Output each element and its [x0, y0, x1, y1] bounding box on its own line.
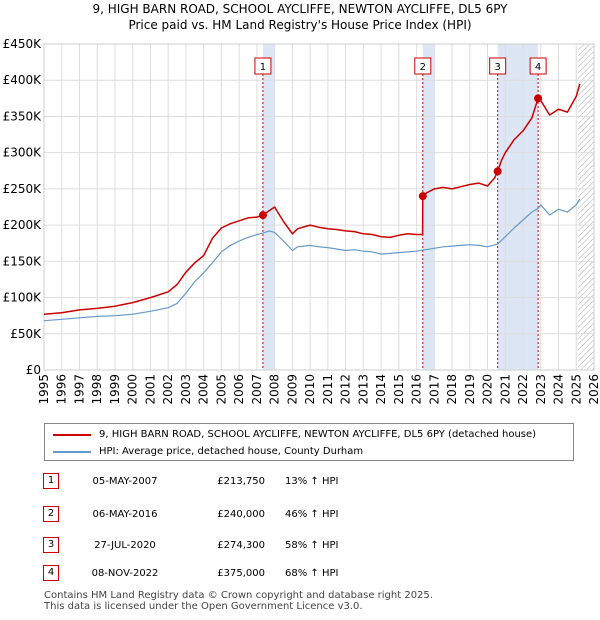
sale-hpi-change: 46% ↑ HPI: [285, 509, 339, 520]
sale-period-shading: [262, 44, 275, 370]
x-tick-label: 2003: [179, 374, 193, 405]
sale-marker-label: 3: [494, 62, 500, 73]
x-tick-label: 2005: [214, 374, 228, 405]
sale-price: £240,000: [217, 509, 265, 520]
x-tick-label: 2020: [481, 374, 495, 405]
sale-marker-box: [254, 57, 272, 75]
x-tick-label: 1996: [55, 374, 69, 405]
x-tick-label: 2021: [498, 374, 512, 405]
x-tick-label: 2007: [250, 374, 264, 405]
sale-number-badge: 4: [43, 565, 59, 581]
sale-price: £274,300: [217, 540, 265, 551]
sale-point: [534, 94, 543, 103]
y-tick-label: £150K: [3, 254, 43, 268]
x-tick-label: 2024: [552, 374, 566, 405]
sale-date: 27-JUL-2020: [94, 540, 156, 551]
sale-hpi-change: 13% ↑ HPI: [285, 476, 339, 487]
sale-point: [258, 211, 267, 220]
sale-number-badge: 2: [43, 506, 59, 522]
y-tick-label: £0: [26, 363, 41, 377]
sale-hpi-change: 68% ↑ HPI: [285, 568, 339, 579]
sale-price: £375,000: [217, 568, 265, 579]
sale-marker-label: 2: [420, 62, 426, 73]
x-tick-label: 2001: [143, 374, 157, 405]
sale-row: 2 06-MAY-2016 £240,000 46% ↑ HPI: [0, 505, 600, 525]
sale-date: 05-MAY-2007: [92, 476, 158, 487]
x-tick-label: 2004: [197, 374, 211, 405]
legend-label-property: 9, HIGH BARN ROAD, SCHOOL AYCLIFFE, NEWT…: [99, 429, 537, 440]
x-tick-label: 2022: [516, 374, 530, 405]
x-tick-label: 2013: [356, 374, 370, 405]
footer: Contains HM Land Registry data © Crown c…: [44, 590, 433, 612]
sale-marker-box: [414, 57, 432, 75]
sale-price: £213,750: [217, 476, 265, 487]
chart-subtitle: Price paid vs. HM Land Registry's House …: [128, 18, 472, 32]
sale-date: 06-MAY-2016: [92, 509, 158, 520]
y-tick-label: £400K: [3, 73, 43, 87]
x-tick-label: 2025: [569, 374, 583, 405]
x-tick-label: 2002: [161, 374, 175, 405]
legend-swatch-hpi: [53, 451, 91, 453]
x-tick-label: 1997: [72, 374, 86, 405]
x-tick-label: 2026: [587, 374, 600, 405]
y-tick-label: £50K: [10, 327, 42, 341]
x-tick-label: 1995: [37, 374, 51, 405]
legend-label-hpi: HPI: Average price, detached house, Coun…: [99, 446, 364, 457]
sale-number-badge: 1: [43, 473, 59, 489]
x-tick-label: 2014: [374, 374, 388, 405]
x-tick-label: 2011: [321, 374, 335, 405]
sale-date: 08-NOV-2022: [91, 568, 159, 579]
footer-copyright: Contains HM Land Registry data © Crown c…: [44, 590, 433, 601]
y-tick-label: £200K: [3, 218, 43, 232]
legend-swatch-property: [53, 434, 91, 436]
x-tick-label: 2017: [427, 374, 441, 405]
sale-period-shading: [422, 44, 435, 370]
chart-title: 9, HIGH BARN ROAD, SCHOOL AYCLIFFE, NEWT…: [92, 2, 508, 16]
price-chart: £0 £50K £100K £150K £200K £250K £300K £350K £400…: [3, 37, 600, 405]
y-tick-label: £300K: [3, 146, 43, 160]
x-tick-label: 2006: [232, 374, 246, 405]
sale-marker-box: [529, 57, 547, 75]
sale-marker-box: [489, 57, 507, 75]
x-tick-label: 2019: [463, 374, 477, 405]
legend: 9, HIGH BARN ROAD, SCHOOL AYCLIFFE, NEWT…: [44, 423, 574, 461]
sale-marker-label: 1: [260, 62, 266, 73]
x-tick-label: 2018: [445, 374, 459, 405]
sale-period-shading: [497, 44, 539, 370]
x-tick-label: 2000: [126, 374, 140, 405]
x-tick-label: 2008: [268, 374, 282, 405]
x-tick-label: 1999: [108, 374, 122, 405]
y-tick-label: £250K: [3, 182, 43, 196]
x-tick-label: 2015: [392, 374, 406, 405]
property-price-line: [43, 83, 581, 315]
sale-row: 1 05-MAY-2007 £213,750 13% ↑ HPI: [0, 472, 600, 492]
plot-frame: [43, 43, 595, 371]
sale-hpi-change: 58% ↑ HPI: [285, 540, 339, 551]
hpi-line: [43, 198, 581, 322]
x-tick-label: 2009: [285, 374, 299, 405]
x-tick-label: 1998: [90, 374, 104, 405]
sale-point: [418, 192, 427, 201]
x-tick-label: 2016: [410, 374, 424, 405]
y-tick-label: £350K: [3, 109, 43, 123]
x-tick-label: 2023: [534, 374, 548, 405]
y-tick-label: £450K: [3, 37, 43, 51]
footer-license: This data is licensed under the Open Gov…: [44, 601, 363, 612]
y-tick-label: £100K: [3, 291, 43, 305]
sale-point: [493, 167, 502, 176]
x-tick-label: 2010: [303, 374, 317, 405]
sale-number-badge: 3: [43, 537, 59, 553]
x-tick-label: 2012: [339, 374, 353, 405]
forecast-hatch: [578, 44, 594, 370]
sale-row: 4 08-NOV-2022 £375,000 68% ↑ HPI: [0, 564, 600, 584]
sale-row: 3 27-JUL-2020 £274,300 58% ↑ HPI: [0, 536, 600, 556]
sale-marker-label: 4: [535, 62, 541, 73]
